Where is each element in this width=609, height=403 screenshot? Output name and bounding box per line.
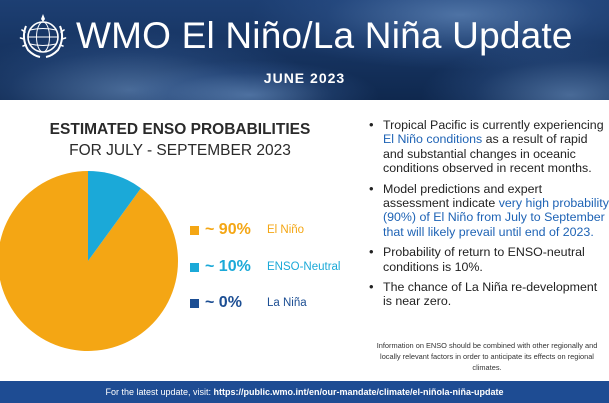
highlight-el-nino-conditions: El Niño conditions bbox=[383, 132, 483, 147]
legend-swatch-enso-neutral bbox=[190, 262, 199, 272]
legend-value-enso-neutral: ~ 10% bbox=[205, 258, 251, 275]
chart-subtitle: FOR JULY - SEPTEMBER 2023 bbox=[69, 142, 291, 159]
footer-link[interactable]: https://public.wmo.int/en/our-mandate/cl… bbox=[213, 387, 504, 397]
enso-pie-chart bbox=[0, 171, 178, 351]
bullet-enso-neutral: Probability of return to ENSO-neutral co… bbox=[367, 245, 609, 274]
key-messages-list: Tropical Pacific is currently experienci… bbox=[367, 118, 609, 315]
legend-label-el-nino: El Niño bbox=[267, 224, 305, 236]
bullet-model-predictions: Model predictions and expert assessment … bbox=[367, 182, 609, 240]
legend-value-la-nina: ~ 0% bbox=[205, 294, 242, 311]
legend-la-nina: ~ 0% La Niña bbox=[190, 293, 307, 313]
chart-title: ESTIMATED ENSO PROBABILITIES bbox=[49, 121, 311, 138]
bullet-la-nina: The chance of La Niña re-development is … bbox=[367, 280, 609, 309]
wmo-emblem-icon bbox=[19, 14, 67, 58]
legend-enso-neutral: ~ 10% ENSO-Neutral bbox=[190, 257, 341, 277]
info-note: Information on ENSO should be combined w… bbox=[376, 341, 598, 372]
highlight-high-probability: very high probability (90%) of El Niño f… bbox=[383, 196, 609, 239]
pie-slice-enso-neutral bbox=[88, 171, 141, 261]
header-banner: WMO El Niño/La Niña Update JUNE 2023 bbox=[0, 0, 609, 100]
page-title: WMO El Niño/La Niña Update bbox=[76, 15, 573, 56]
bullet-current-conditions: Tropical Pacific is currently experienci… bbox=[367, 118, 609, 176]
legend-swatch-la-nina bbox=[190, 298, 199, 308]
legend-el-nino: ~ 90% El Niño bbox=[190, 220, 304, 240]
legend-label-la-nina: La Niña bbox=[267, 297, 307, 309]
legend-label-enso-neutral: ENSO-Neutral bbox=[267, 261, 341, 273]
update-date: JUNE 2023 bbox=[263, 70, 346, 86]
footer-prefix: For the latest update, visit: bbox=[105, 387, 214, 397]
pie-slice-el-nino bbox=[0, 171, 178, 351]
legend-swatch-el-nino bbox=[190, 225, 199, 235]
legend-value-el-nino: ~ 90% bbox=[205, 221, 251, 238]
footer-bar: For the latest update, visit: https://pu… bbox=[0, 381, 609, 403]
